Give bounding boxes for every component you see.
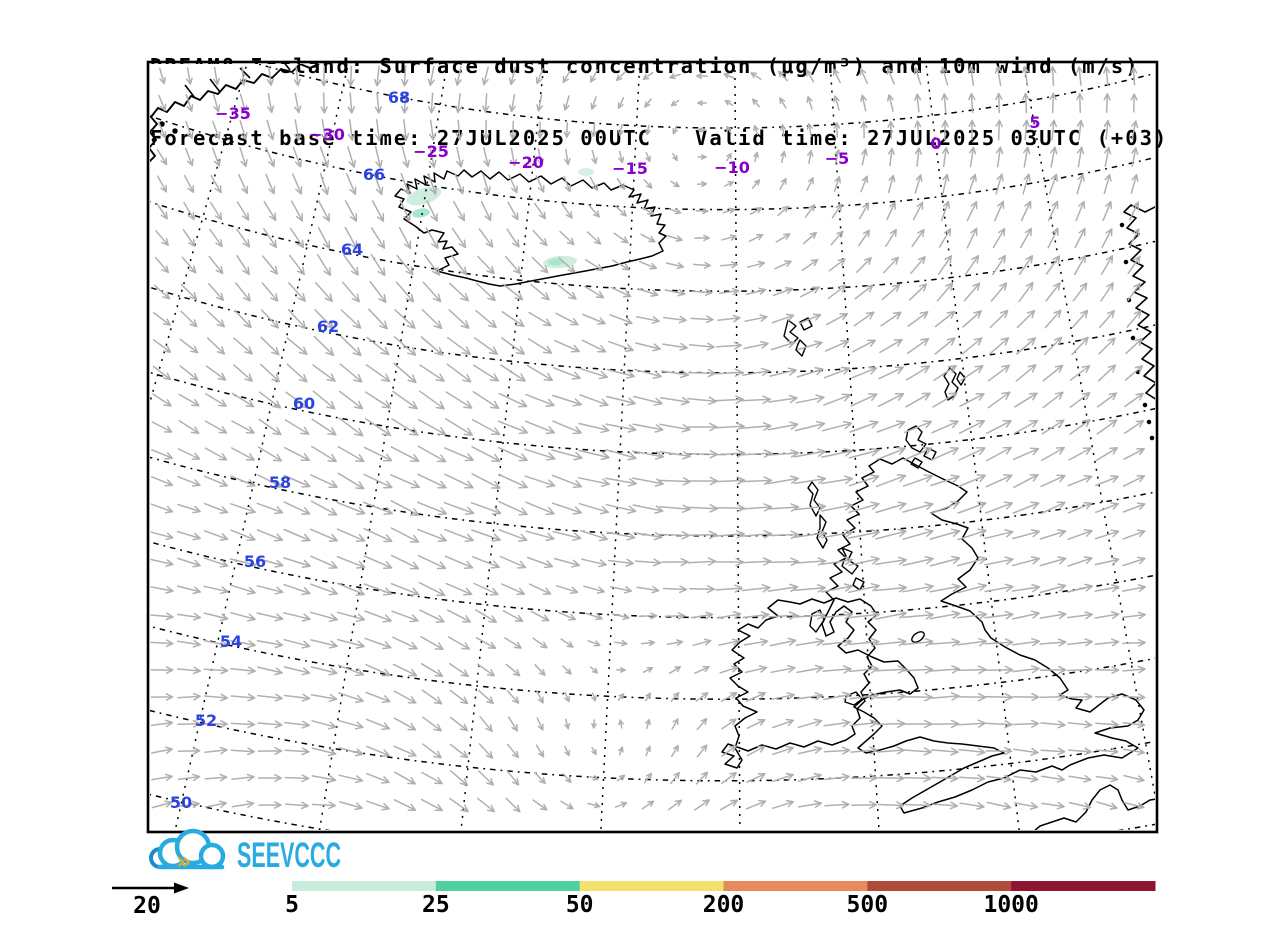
wind-scale-arrowhead-icon bbox=[174, 882, 189, 894]
norway-islet bbox=[1119, 222, 1125, 228]
colorbar-tick-label: 50 bbox=[566, 892, 594, 918]
greenland-islet bbox=[151, 137, 157, 143]
colorbar-segment bbox=[292, 881, 437, 891]
dust-patch bbox=[412, 208, 430, 218]
title-line-1: DREAM8-Iceland: Surface dust concentrati… bbox=[150, 54, 1140, 78]
parallel-line bbox=[150, 200, 1155, 292]
colorbar-segment bbox=[1011, 881, 1156, 891]
colorbar-tick-label: 1000 bbox=[983, 892, 1038, 918]
coastline-iceland bbox=[394, 169, 667, 287]
longitude-label: −5 bbox=[825, 149, 850, 168]
latitude-label: 66 bbox=[363, 165, 385, 184]
coastline-great-britain bbox=[821, 457, 1145, 814]
colorbar-segment bbox=[867, 881, 1012, 891]
wind-arrows bbox=[150, 65, 1146, 813]
meridian-line bbox=[734, 64, 741, 830]
norway-islet bbox=[1130, 335, 1136, 341]
wind-scale-value: 20 bbox=[133, 893, 161, 919]
latitude-label: 60 bbox=[293, 394, 315, 413]
meridian-line bbox=[829, 64, 880, 830]
colorbar-tick-label: 500 bbox=[847, 892, 889, 918]
latitude-label: 54 bbox=[220, 632, 242, 651]
cloud-chevron-icon: » bbox=[176, 847, 192, 875]
longitude-label: −25 bbox=[413, 142, 449, 161]
latitude-label: 56 bbox=[244, 552, 266, 571]
dust-concentration-patches bbox=[406, 168, 594, 269]
wind-arrow-field bbox=[150, 65, 1146, 813]
isle-of-man bbox=[911, 631, 925, 643]
colorbar-segment bbox=[723, 881, 868, 891]
longitude-label: −10 bbox=[714, 158, 750, 177]
dust-patch bbox=[406, 186, 442, 206]
dust-patch bbox=[548, 258, 564, 266]
longitude-label: −35 bbox=[215, 104, 251, 123]
map-border bbox=[146, 60, 1159, 834]
wind-scale: 20 bbox=[112, 882, 189, 919]
meridian-line bbox=[318, 64, 448, 830]
colorbar-tick-label: 200 bbox=[703, 892, 745, 918]
colorbar-segment bbox=[579, 881, 724, 891]
norway-islet bbox=[1149, 435, 1155, 441]
latitude-label: 62 bbox=[317, 317, 339, 336]
cloud-icon bbox=[149, 828, 226, 870]
longitude-label: −15 bbox=[612, 159, 648, 178]
meridian-line bbox=[600, 64, 641, 830]
coastline-greenland bbox=[150, 64, 321, 163]
chart-title: DREAM8-Iceland: Surface dust concentrati… bbox=[150, 6, 1168, 198]
meridian-line bbox=[1022, 64, 1155, 800]
parallel-line bbox=[150, 709, 1155, 781]
longitude-label: 0 bbox=[930, 134, 941, 153]
dust-colorbar: 5 25 50 200 500 1000 bbox=[285, 881, 1156, 918]
coastline-france bbox=[1034, 784, 1155, 830]
longitude-label: 5 bbox=[1029, 113, 1040, 132]
coastline-greenland-fjords bbox=[184, 64, 291, 99]
coastline-norway bbox=[1123, 204, 1155, 400]
coastlines bbox=[150, 64, 1155, 830]
norway-islet bbox=[1123, 259, 1129, 265]
norway-islet bbox=[1142, 402, 1148, 408]
seevccc-logo: » SEEVCCC bbox=[149, 828, 341, 875]
title-line-2: Forecast base time: 27JUL2025 00UTC Vali… bbox=[150, 126, 1169, 150]
latitude-label: 58 bbox=[269, 473, 291, 492]
shetland-islands bbox=[943, 367, 966, 401]
faroe-islands bbox=[783, 317, 813, 357]
dust-patch bbox=[578, 168, 594, 176]
norway-islet bbox=[1146, 419, 1152, 425]
colorbar-tick-label: 5 bbox=[285, 892, 299, 918]
longitude-label: −30 bbox=[309, 125, 345, 144]
latitude-label: 64 bbox=[341, 240, 363, 259]
greenland-islet bbox=[172, 128, 178, 134]
colorbar-segment bbox=[435, 881, 581, 891]
latitude-label: 68 bbox=[388, 88, 410, 107]
meridian-line bbox=[925, 64, 1020, 830]
colorbar-tick-label: 25 bbox=[422, 892, 450, 918]
logo-text: SEEVCCC bbox=[237, 836, 341, 875]
latitude-label: 52 bbox=[195, 711, 217, 730]
longitude-label: −20 bbox=[508, 153, 544, 172]
meridian-line bbox=[460, 64, 545, 830]
coastline-ireland bbox=[721, 597, 878, 769]
latitude-label: 50 bbox=[170, 793, 192, 812]
